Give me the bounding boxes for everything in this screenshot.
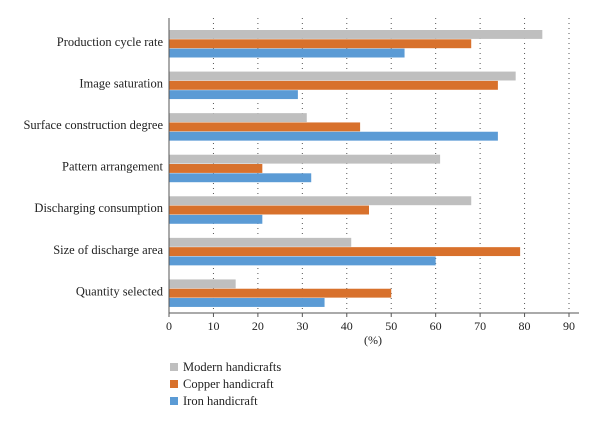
category-label: Size of discharge area [53,243,163,257]
axes [168,18,579,317]
bar [169,80,498,90]
bar [169,122,361,132]
bar [169,30,543,39]
x-tick-label: 80 [519,319,531,333]
x-tick-label: 0 [166,319,172,333]
category-labels: Production cycle rate Image saturation Sur… [23,35,163,298]
bar [169,71,516,81]
bar [169,298,325,307]
category-label: Surface construction degree [23,118,163,132]
legend-swatch [170,363,178,371]
legend-swatch [170,397,178,405]
bar [169,164,263,173]
bar [169,48,405,58]
bar [169,39,472,49]
bars [169,30,543,307]
legend: Modern handicrafts Copper handicraft Iron … [170,360,281,408]
bar [169,247,521,257]
x-tick-label: 70 [474,319,486,333]
bar [169,279,236,289]
category-label: Quantity selected [76,284,164,298]
bar [169,256,436,266]
category-label: Image saturation [79,77,163,91]
bar [169,90,298,100]
legend-label: Modern handicrafts [183,360,281,374]
bar [169,205,369,215]
bar [169,237,352,247]
legend-label: Iron handicraft [183,394,258,408]
x-tick-label: 90 [563,319,575,333]
bar [169,173,312,183]
bar [169,113,307,123]
category-label: Discharging consumption [34,201,163,215]
x-tick-label: 60 [430,319,442,333]
bar [169,154,441,164]
bar [169,131,498,141]
bar [169,288,392,298]
x-tick-label: 50 [385,319,397,333]
bar [169,214,263,224]
gridlines [212,18,570,313]
category-label: Pattern arrangement [62,160,164,174]
bar [169,196,472,206]
x-tick-label: 20 [252,319,264,333]
x-axis-title: (%) [364,333,382,347]
category-label: Production cycle rate [57,35,164,49]
x-tick-labels: 0 10 20 30 40 50 60 70 80 90 [166,319,575,333]
legend-label: Copper handicraft [183,377,274,391]
x-tick-label: 10 [207,319,219,333]
legend-swatch [170,380,178,388]
x-tick-label: 40 [341,319,353,333]
x-tick-label: 30 [296,319,308,333]
